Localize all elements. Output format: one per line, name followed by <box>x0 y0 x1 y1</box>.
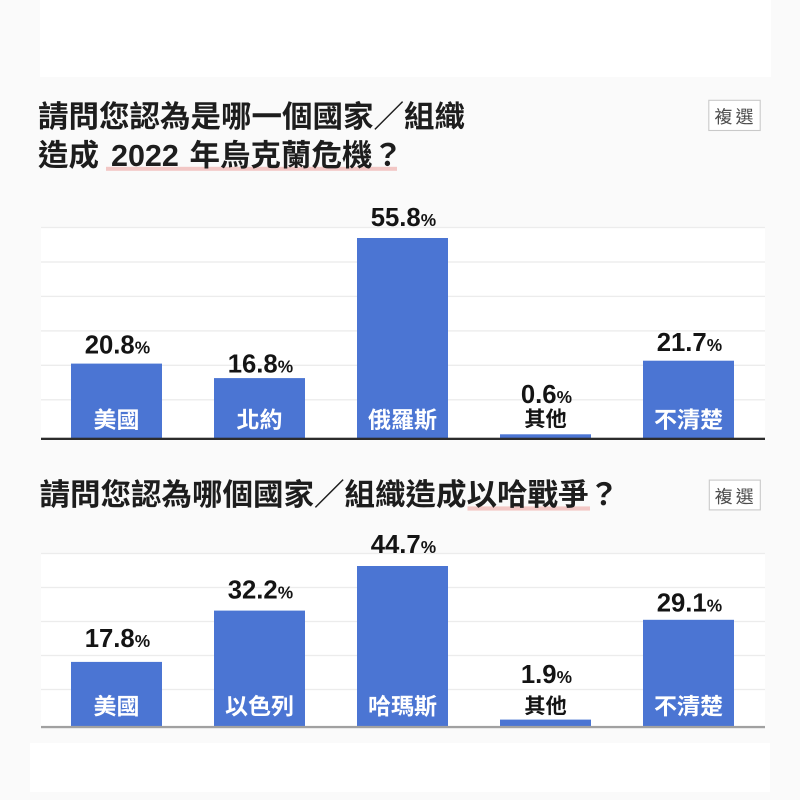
svg-text:%: % <box>707 595 722 615</box>
svg-text:%: % <box>707 335 722 355</box>
svg-text:%: % <box>278 583 293 603</box>
svg-text:16.8: 16.8 <box>228 350 278 378</box>
svg-text:%: % <box>421 210 436 230</box>
svg-text:55.8: 55.8 <box>371 204 421 232</box>
svg-text:%: % <box>557 387 572 407</box>
svg-text:44.7: 44.7 <box>371 531 421 559</box>
svg-text:%: % <box>557 667 572 687</box>
svg-text:%: % <box>278 356 293 376</box>
svg-text:%: % <box>135 631 150 651</box>
svg-text:0.6: 0.6 <box>521 381 557 409</box>
svg-text:32.2: 32.2 <box>228 577 278 605</box>
svg-text:%: % <box>421 537 436 557</box>
svg-text:21.7: 21.7 <box>657 329 707 357</box>
svg-text:29.1: 29.1 <box>657 589 707 617</box>
svg-text:20.8: 20.8 <box>85 332 135 360</box>
svg-text:2022: 2022 <box>111 139 179 173</box>
svg-text:%: % <box>135 338 150 358</box>
svg-text:1.9: 1.9 <box>521 661 557 689</box>
svg-text:17.8: 17.8 <box>85 625 135 653</box>
